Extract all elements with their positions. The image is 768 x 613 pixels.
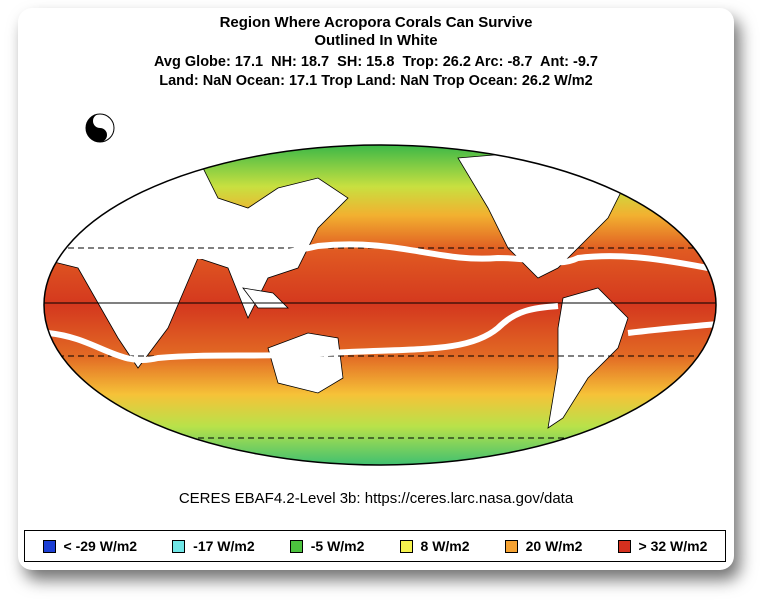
legend-item: -17 W/m2 xyxy=(172,538,255,554)
source: CERES EBAF4.2-Level 3b: https://ceres.la… xyxy=(178,490,574,507)
legend-item: > 32 W/m2 xyxy=(617,538,708,554)
grid xyxy=(44,241,716,439)
legend-swatch xyxy=(172,539,186,553)
title: Region Where Acropora Corals Can Survive xyxy=(219,14,533,31)
legend-item: 20 W/m2 xyxy=(504,538,583,554)
legend-label: < -29 W/m2 xyxy=(63,538,138,554)
legend-label: 8 W/m2 xyxy=(420,538,470,554)
legend-label: 20 W/m2 xyxy=(525,538,583,554)
land xyxy=(44,147,629,429)
legend-item: -5 W/m2 xyxy=(289,538,365,554)
map xyxy=(43,113,717,466)
legend-swatch xyxy=(504,539,518,553)
legend-swatch xyxy=(42,539,56,553)
title: Outlined In White xyxy=(314,32,438,49)
legend-label: -5 W/m2 xyxy=(310,538,365,554)
map-border xyxy=(43,144,717,466)
legend-item: 8 W/m2 xyxy=(399,538,470,554)
stats: Avg Globe: 17.1 NH: 18.7 SH: 15.8 Trop: … xyxy=(154,54,598,70)
logo xyxy=(85,113,115,143)
legend: < -29 W/m2 -17 W/m2 -5 W/m2 8 W/m2 20 W/m2 > … xyxy=(24,530,726,562)
legend-label: > 32 W/m2 xyxy=(638,538,708,554)
legend-swatch xyxy=(399,539,413,553)
legend-swatch xyxy=(617,539,631,553)
stats: Land: NaN Ocean: 17.1 Trop Land: NaN Tro… xyxy=(159,73,593,89)
legend-item: < -29 W/m2 xyxy=(42,538,138,554)
legend-label: -17 W/m2 xyxy=(193,538,255,554)
legend-swatch xyxy=(289,539,303,553)
card: Region Where Acropora Corals Can Survive… xyxy=(18,8,734,570)
